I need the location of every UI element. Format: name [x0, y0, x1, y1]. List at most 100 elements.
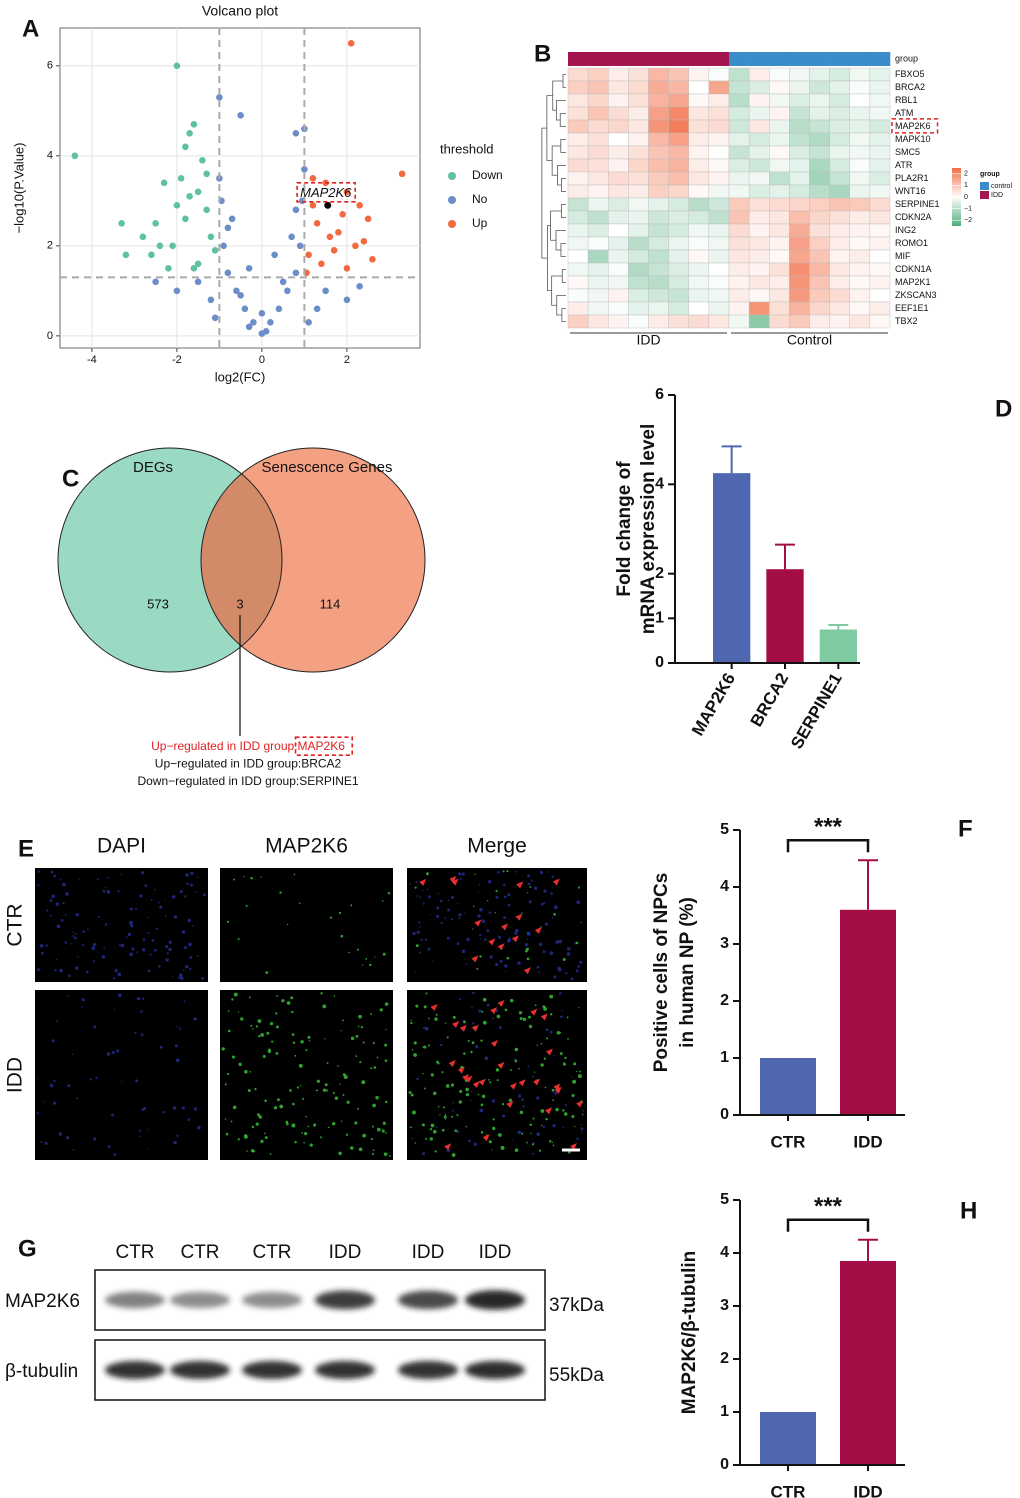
- signal: [237, 1011, 240, 1013]
- signal: [264, 1099, 267, 1103]
- signal: [537, 971, 540, 974]
- heat-cell: [587, 171, 609, 186]
- signal: [383, 1152, 388, 1157]
- color-tick-label: 0: [964, 194, 968, 201]
- signal: [549, 994, 554, 999]
- band: [465, 1290, 525, 1310]
- signal: [302, 1097, 305, 1100]
- signal: [265, 971, 269, 974]
- signal: [309, 1143, 313, 1147]
- point: [245, 323, 253, 331]
- heat-cell: [829, 80, 850, 95]
- signal: [434, 1150, 437, 1153]
- signal: [224, 1083, 227, 1086]
- legend-title: threshold: [440, 141, 493, 156]
- signal: [281, 999, 285, 1003]
- highlight-box: [891, 118, 939, 134]
- signal: [176, 1026, 178, 1028]
- heat-cell: [809, 67, 830, 82]
- dendrogram: [547, 225, 552, 292]
- signal: [182, 969, 185, 972]
- heat-cell: [789, 145, 810, 160]
- signal: [514, 1059, 518, 1063]
- column-header: Merge: [467, 835, 527, 858]
- arrowhead: [471, 955, 479, 963]
- dendrogram: [559, 113, 566, 127]
- signal: [308, 1040, 311, 1042]
- signal: [125, 936, 128, 939]
- arrowhead: [462, 1073, 470, 1081]
- signal: [425, 1137, 428, 1140]
- signal: [480, 1131, 484, 1134]
- signal: [224, 1118, 227, 1120]
- point: [182, 215, 189, 223]
- signal: [580, 1127, 584, 1131]
- signal: [426, 888, 429, 891]
- heat-cell: [668, 197, 689, 212]
- signal: [350, 904, 353, 907]
- signal: [459, 1089, 463, 1093]
- signal: [334, 1096, 339, 1100]
- signal: [382, 1121, 386, 1125]
- signal: [543, 1057, 547, 1060]
- signal: [456, 903, 459, 905]
- heat-cell: [748, 236, 770, 251]
- signal: [384, 1002, 389, 1006]
- signal: [556, 1031, 561, 1035]
- signal: [476, 967, 479, 970]
- signal: [515, 928, 519, 933]
- heat-cell: [789, 249, 810, 264]
- row-label: ATM: [895, 108, 913, 118]
- heat-cell: [869, 314, 891, 329]
- signal: [420, 938, 423, 941]
- x-tick-label: -4: [87, 354, 97, 366]
- heat-cell: [769, 314, 790, 329]
- heat-cell: [608, 106, 629, 121]
- heat-cell: [567, 301, 589, 316]
- signal: [255, 1122, 259, 1126]
- group-cell: [769, 52, 790, 66]
- signal: [564, 1056, 567, 1060]
- heat-cell: [668, 106, 689, 121]
- signal: [522, 1105, 525, 1108]
- heat-cell: [869, 223, 891, 238]
- signal: [446, 936, 450, 940]
- signal: [264, 1136, 268, 1140]
- signal: [540, 1124, 543, 1127]
- point: [318, 260, 325, 268]
- signal: [478, 883, 481, 886]
- plot-area: [59, 27, 421, 349]
- x-axis-label: log2(FC): [215, 369, 266, 384]
- heat-cell: [829, 288, 850, 303]
- dendrogram: [556, 295, 566, 316]
- significance-bracket: [786, 1218, 870, 1232]
- heat-cell: [869, 119, 891, 134]
- signal: [559, 1015, 563, 1019]
- signal: [74, 932, 77, 935]
- row-label: SERPINE1: [895, 199, 940, 209]
- group-cell: [708, 52, 730, 66]
- panel-label: B: [534, 40, 551, 67]
- heat-cell: [728, 158, 750, 173]
- heat-cell: [628, 197, 649, 212]
- highlight-box: [294, 736, 354, 756]
- point: [173, 287, 181, 295]
- dendrogram: [555, 100, 566, 121]
- signal: [136, 951, 138, 953]
- error-bar: [775, 543, 795, 570]
- signal: [488, 911, 492, 914]
- group-cell: [668, 52, 690, 66]
- heat-cell: [748, 210, 770, 225]
- signal: [72, 1149, 75, 1151]
- arrowhead: [490, 1007, 498, 1015]
- heat-cell: [849, 171, 871, 186]
- signal: [340, 934, 344, 938]
- signal: [511, 1138, 513, 1141]
- heat-cell: [608, 223, 629, 238]
- note: Up−regulated in IDD group:BRCA2: [155, 757, 342, 771]
- signal: [49, 1083, 54, 1088]
- point: [271, 251, 278, 259]
- signal: [532, 1143, 535, 1146]
- signal: [451, 1153, 456, 1157]
- y-tick-label: 4: [655, 476, 664, 493]
